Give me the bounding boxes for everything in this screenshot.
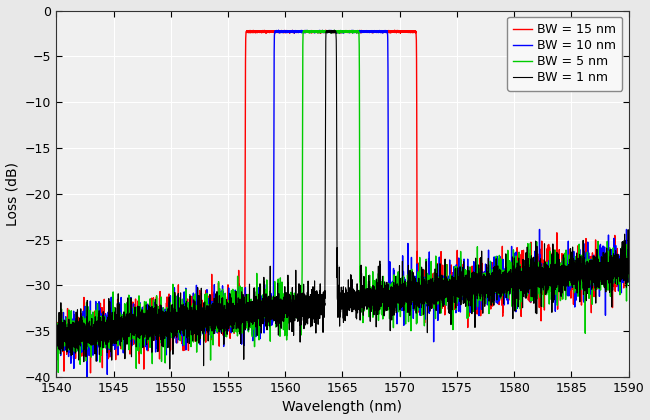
BW = 15 nm — [625, 272, 632, 277]
BW = 1 nm — [595, 267, 603, 272]
BW = 15 nm — [391, 28, 398, 33]
BW = 1 nm — [330, 28, 338, 33]
BW = 1 nm — [164, 331, 172, 336]
BW = 1 nm — [86, 328, 94, 333]
Line: BW = 5 nm: BW = 5 nm — [57, 30, 629, 373]
BW = 5 nm — [55, 332, 63, 337]
BW = 1 nm — [53, 330, 60, 335]
BW = 15 nm — [76, 328, 84, 333]
BW = 1 nm — [166, 366, 174, 371]
BW = 5 nm — [332, 29, 340, 34]
BW = 10 nm — [53, 334, 60, 339]
BW = 5 nm — [625, 267, 632, 272]
BW = 5 nm — [76, 362, 84, 367]
BW = 10 nm — [76, 334, 84, 339]
BW = 5 nm — [164, 323, 172, 328]
Line: BW = 10 nm: BW = 10 nm — [57, 30, 629, 378]
X-axis label: Wavelength (nm): Wavelength (nm) — [283, 400, 402, 415]
BW = 15 nm — [55, 328, 63, 333]
BW = 15 nm — [53, 339, 60, 344]
BW = 10 nm — [164, 325, 172, 330]
BW = 15 nm — [86, 315, 94, 320]
BW = 15 nm — [595, 269, 603, 274]
BW = 1 nm — [55, 333, 63, 338]
BW = 10 nm — [55, 330, 63, 335]
Y-axis label: Loss (dB): Loss (dB) — [6, 162, 20, 226]
BW = 5 nm — [330, 28, 338, 33]
BW = 10 nm — [86, 321, 94, 326]
BW = 5 nm — [86, 320, 94, 326]
Legend: BW = 15 nm, BW = 10 nm, BW = 5 nm, BW = 1 nm: BW = 15 nm, BW = 10 nm, BW = 5 nm, BW = … — [507, 17, 622, 91]
BW = 1 nm — [625, 257, 632, 262]
BW = 10 nm — [595, 260, 603, 265]
BW = 5 nm — [595, 261, 603, 266]
BW = 1 nm — [76, 331, 84, 336]
Line: BW = 1 nm: BW = 1 nm — [57, 30, 629, 369]
BW = 15 nm — [86, 370, 94, 375]
BW = 10 nm — [274, 28, 282, 33]
BW = 5 nm — [53, 313, 60, 318]
BW = 10 nm — [332, 29, 340, 34]
BW = 10 nm — [625, 260, 632, 265]
BW = 15 nm — [164, 326, 172, 331]
BW = 1 nm — [332, 35, 340, 40]
BW = 5 nm — [55, 370, 62, 375]
Line: BW = 15 nm: BW = 15 nm — [57, 30, 629, 373]
BW = 15 nm — [332, 29, 340, 34]
BW = 10 nm — [83, 376, 91, 381]
